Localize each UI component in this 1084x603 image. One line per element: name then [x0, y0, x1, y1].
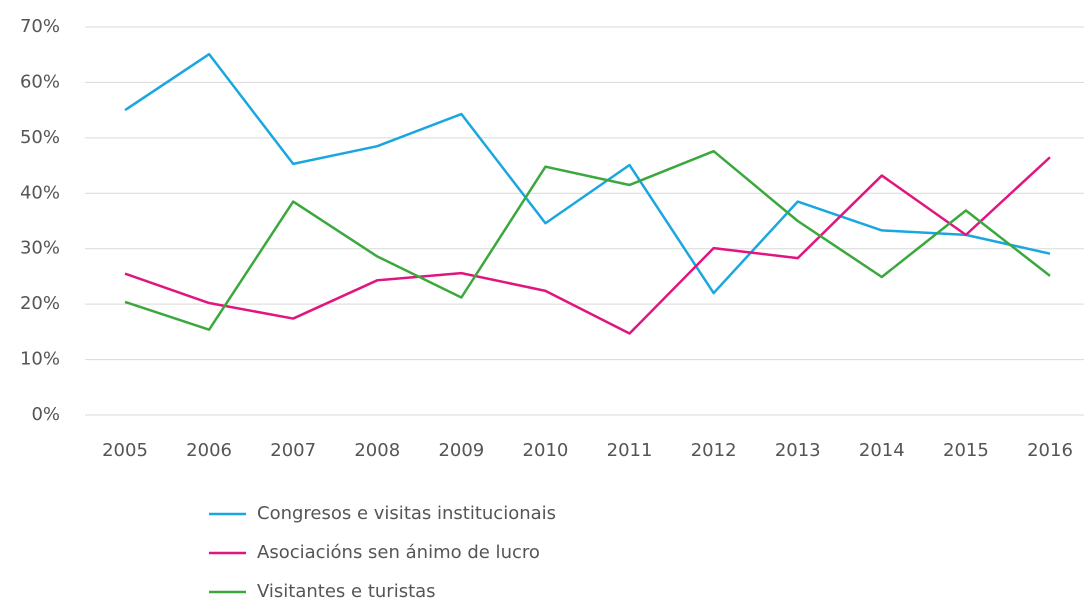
- x-tick-label: 2006: [186, 440, 232, 461]
- legend-label: Asociacións sen ánimo de lucro: [257, 542, 540, 563]
- x-tick-label: 2010: [523, 440, 569, 461]
- y-tick-label: 60%: [20, 71, 60, 92]
- legend-label: Congresos e visitas institucionais: [257, 503, 556, 524]
- x-tick-label: 2008: [354, 440, 400, 461]
- x-tick-label: 2005: [102, 440, 148, 461]
- series-line: [124, 52, 1051, 295]
- x-tick-label: 2014: [859, 440, 905, 461]
- series-line: [124, 149, 1051, 331]
- x-tick-label: 2007: [270, 440, 316, 461]
- x-tick-label: 2015: [943, 440, 989, 461]
- y-tick-label: 0%: [31, 404, 60, 425]
- x-tick-label: 2012: [691, 440, 737, 461]
- y-tick-label: 30%: [20, 238, 60, 259]
- x-tick-label: 2011: [607, 440, 653, 461]
- legend-label: Visitantes e turistas: [257, 581, 436, 602]
- y-tick-label: 50%: [20, 127, 60, 148]
- y-tick-label: 70%: [20, 16, 60, 37]
- y-tick-label: 20%: [20, 293, 60, 314]
- x-tick-label: 2016: [1027, 440, 1073, 461]
- y-tick-label: 10%: [20, 349, 60, 370]
- y-tick-label: 40%: [20, 182, 60, 203]
- x-tick-label: 2009: [438, 440, 484, 461]
- x-tick-label: 2013: [775, 440, 821, 461]
- series-line: [124, 156, 1051, 335]
